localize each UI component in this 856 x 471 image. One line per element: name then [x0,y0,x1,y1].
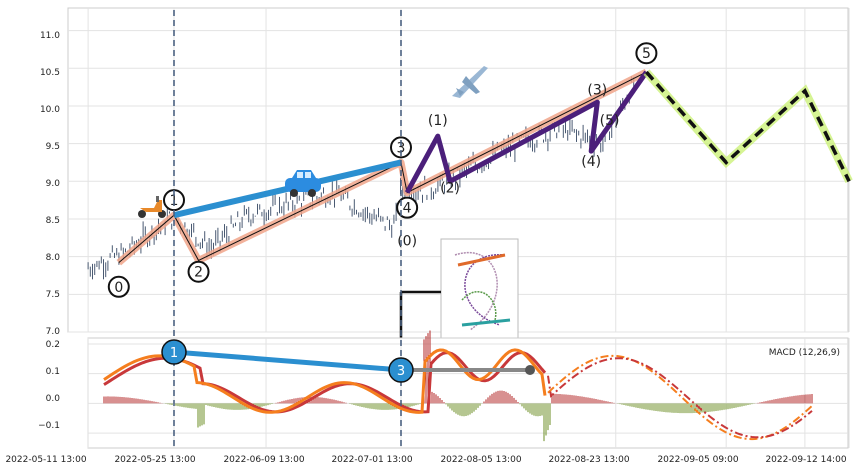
forecast-line [645,70,851,183]
price-tick-label: 7.0 [46,327,61,337]
x-tick-label: 2022-08-05 13:00 [440,455,521,465]
wave-label-circle: 5 [635,42,658,65]
macd-circle-text: 3 [397,364,405,379]
wave-label-text: 2 [194,265,203,281]
macd-connector-end [525,365,535,375]
wave-label-circle: 0 [107,275,130,298]
car-icon [285,170,321,197]
macd-tick-label: −0.1 [38,421,60,431]
price-tick-label: 7.5 [46,290,60,300]
macd-connector-blue [173,349,402,373]
pattern-thumbnail [440,238,519,344]
x-tick-label: 2022-09-12 14:00 [765,455,846,465]
subwave-label: (1) [428,113,448,129]
price-tick-label: 10.0 [40,105,60,115]
wave-overlays [116,68,853,266]
macd-legend: MACD (12,26,9) [769,348,840,358]
macd-tick-label: 0.0 [46,394,61,404]
price-y-tick-labels: 7.0 7.5 8.0 8.5 9.0 9.5 10.0 10.5 11.0 [40,31,60,337]
scooter-icon [138,196,166,218]
macd-lines [103,348,813,441]
subwave-label: (2) [440,181,460,197]
macd-tick-label: 0.1 [46,367,60,377]
x-tick-label: 2022-09-05 09:00 [657,455,738,465]
wave-label-text: 5 [642,46,651,62]
macd-tick-label: 0.2 [46,340,60,350]
macd-y-tick-labels: −0.1 0.0 0.1 0.2 [38,340,60,431]
macd-circle-text: 1 [170,346,178,361]
wave-label-text: 3 [397,140,406,156]
x-tick-label: 2022-06-09 13:00 [223,455,304,465]
x-tick-label: 2022-07-01 13:00 [331,455,412,465]
airplane-icon [452,66,488,98]
subwave-label: (5) [600,113,620,129]
price-panel: 7.0 7.5 8.0 8.5 9.0 9.5 10.0 10.5 11.0 0… [40,7,853,370]
subwave-line [404,70,649,194]
macd-panel: −0.1 0.0 0.1 0.2 MACD (12,26,9) [38,330,850,449]
wave-label-circle: 3 [390,136,412,159]
subwave-labels: (0) (1) (2) (3) (4) (5) [397,83,619,250]
price-tick-label: 11.0 [40,31,60,41]
price-tick-label: 9.0 [46,179,61,189]
wave-label-text: 0 [114,280,123,296]
x-tick-label: 2022-08-23 13:00 [548,455,629,465]
wave-label-circle: 4 [396,196,419,219]
macd-circle-label: 1 [161,339,187,365]
macd-circle-label: 3 [388,357,414,383]
wave-label-text: 4 [403,201,412,217]
wave-label-circle: 2 [187,260,210,283]
x-tick-label: 2022-05-11 13:00 [5,455,86,465]
subwave-label: (4) [581,154,601,170]
price-tick-label: 10.5 [40,68,60,78]
price-tick-label: 9.5 [46,142,60,152]
price-tick-label: 8.5 [46,216,60,226]
subwave-label: (3) [587,83,607,99]
subwave-label: (0) [397,233,417,249]
signal-forecast-line [547,357,813,439]
price-tick-label: 8.0 [46,253,61,263]
x-tick-labels: 2022-05-11 13:00 2022-05-25 13:00 2022-0… [5,455,846,465]
x-tick-label: 2022-05-25 13:00 [114,455,195,465]
